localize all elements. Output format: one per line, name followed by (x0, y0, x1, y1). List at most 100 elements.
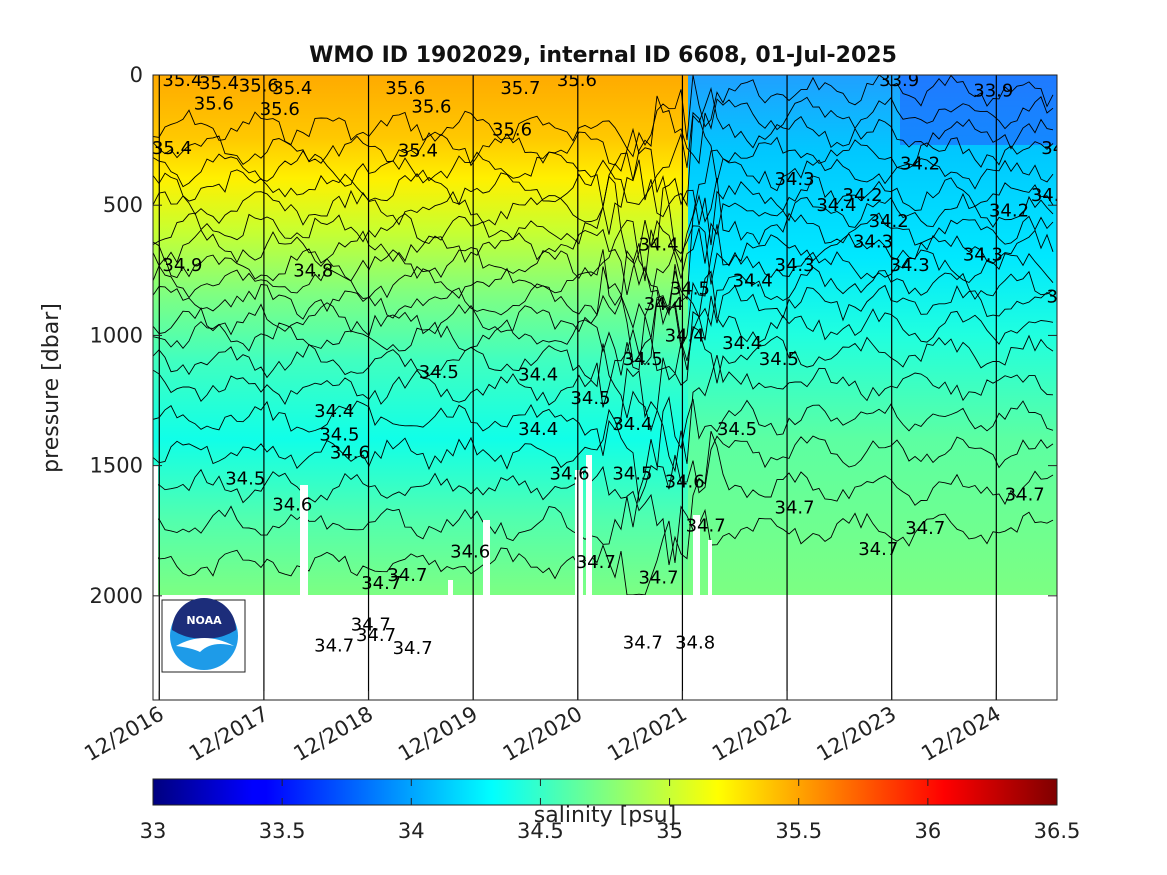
colorbar-tick-label: 33.5 (259, 819, 306, 843)
x-tick-label: 12/2023 (813, 702, 901, 766)
contour-line (153, 326, 1054, 433)
chart-title: WMO ID 1902029, internal ID 6608, 01-Jul… (309, 43, 897, 68)
x-tick-label: 12/2024 (917, 702, 1005, 766)
contour-label: 35.4 (199, 73, 239, 94)
colorbar-tick-label: 34 (398, 819, 425, 843)
data-gap (586, 455, 592, 595)
contour-label: 34.4 (1047, 286, 1087, 307)
contour-line (153, 75, 1054, 158)
contour-label: 34.6 (330, 443, 370, 464)
contour-label: 34.4 (722, 333, 762, 354)
contour-label: 34.2 (900, 154, 940, 175)
contour-label: 34.7 (775, 497, 815, 518)
contour-label: 34.2 (843, 185, 883, 206)
contour-label: 34.7 (858, 539, 898, 560)
y-axis-label: pressure [dbar] (39, 303, 64, 473)
contour-label: 34.4 (314, 401, 354, 422)
contour-line (153, 284, 1054, 376)
contour-label: 34.7 (314, 635, 354, 656)
contour-label: 34.2 (869, 211, 909, 232)
logo-gull-icon (176, 638, 234, 652)
logo-top-field (172, 598, 236, 639)
contour-label: 35.4 (272, 78, 312, 99)
contour-label: 34.9 (162, 255, 202, 276)
contour-label: 33.9 (879, 70, 919, 91)
contour-labels: 35.435.435.635.635.435.635.635.635.7 35.6… (152, 70, 1087, 659)
salinity-field-east (688, 75, 1057, 595)
contour-line (153, 95, 1054, 181)
y-axis: 0 500 1000 1500 2000 (90, 63, 1057, 608)
contour-label: 34.4 (518, 419, 558, 440)
contour-label: 34.7 (576, 552, 616, 573)
contour-line (153, 395, 1054, 503)
x-tick-label: 12/2022 (708, 702, 796, 766)
y-tick-label: 1500 (90, 454, 143, 478)
contour-label: 35.4 (152, 138, 192, 159)
x-tick-label: 12/2016 (80, 702, 168, 766)
contour-label: 34.7 (1005, 484, 1045, 505)
noaa-logo: NOAA (161, 598, 246, 673)
plot-area: 35.435.435.635.635.435.635.635.635.7 35.6… (152, 70, 1087, 700)
contour-line (153, 192, 1054, 295)
colorbar-label: salinity [psu] (534, 803, 676, 828)
contour-label: 34.4 (644, 294, 684, 315)
data-gap (693, 515, 700, 595)
contour-label: 35.6 (194, 94, 234, 115)
contour-line (153, 175, 1054, 282)
y-tick-label: 0 (130, 63, 143, 87)
contour-label: 34.5 (570, 388, 610, 409)
logo-text: NOAA (186, 614, 222, 627)
x-tick-label: 12/2021 (603, 702, 691, 766)
data-gap (483, 520, 490, 595)
contour-label: 34.7 (686, 516, 726, 537)
contour-label: 34.5 (759, 349, 799, 370)
contour-label: 34.5 (670, 279, 710, 300)
contour-label: 34.7 (623, 633, 663, 654)
colorbar: 33 33.5 34 34.5 35 35.5 36 36.5 salinity [psu] (140, 778, 1080, 843)
contour-line (153, 264, 1054, 366)
x-tick-label: 12/2020 (499, 702, 587, 766)
contour-line (153, 225, 1054, 330)
contour-label: 34.3 (963, 245, 1003, 266)
contour-label: 34.4 (733, 271, 773, 292)
x-tick-label: 12/2018 (289, 702, 377, 766)
contour-label: 34.6 (665, 471, 705, 492)
contour-label: 34.8 (293, 260, 333, 281)
data-gap (708, 540, 712, 595)
contour-label: 34.5 (225, 469, 265, 490)
contour-label: 35.6 (411, 96, 451, 117)
contour-label: 34.6 (272, 495, 312, 516)
contour-label: 34.5 (319, 424, 359, 445)
contour-line (153, 111, 1054, 206)
colorbar-ticks: 33 33.5 34 34.5 35 35.5 36 36.5 (140, 779, 1080, 843)
contour-label: 34.5 (717, 419, 757, 440)
x-tick-label: 12/2017 (185, 702, 273, 766)
contour-label: 34.3 (1041, 138, 1081, 159)
data-gap (153, 465, 158, 595)
colorbar-tick-label: 34.5 (517, 819, 564, 843)
contour-label: 34.3 (775, 169, 815, 190)
contour-label: 35.6 (385, 78, 425, 99)
surface-blue-patch (900, 75, 1057, 145)
colorbar-gradient (152, 778, 1058, 806)
contour-line (153, 177, 1054, 310)
contour-label: 34.7 (356, 625, 396, 646)
contour-label: 34.4 (816, 195, 856, 216)
contour-label: 35.6 (260, 99, 300, 120)
contour-label: 34.3 (853, 232, 893, 253)
contour-label: 35.6 (239, 75, 279, 96)
contour-label: 34.3 (890, 255, 930, 276)
contour-label: 35.4 (162, 70, 202, 91)
no-data-below (153, 595, 1057, 700)
contour-label: 34.2 (1031, 185, 1071, 206)
y-tick-label: 500 (103, 193, 143, 217)
contour-label: 34.7 (638, 568, 678, 589)
plot-frame (152, 74, 1058, 701)
data-gaps (153, 455, 712, 595)
contour-label: 34.7 (905, 518, 945, 539)
contour-label: 34.4 (638, 234, 678, 255)
contour-label: 34.3 (775, 255, 815, 276)
data-gap (300, 485, 308, 595)
contour-line (153, 354, 1054, 473)
